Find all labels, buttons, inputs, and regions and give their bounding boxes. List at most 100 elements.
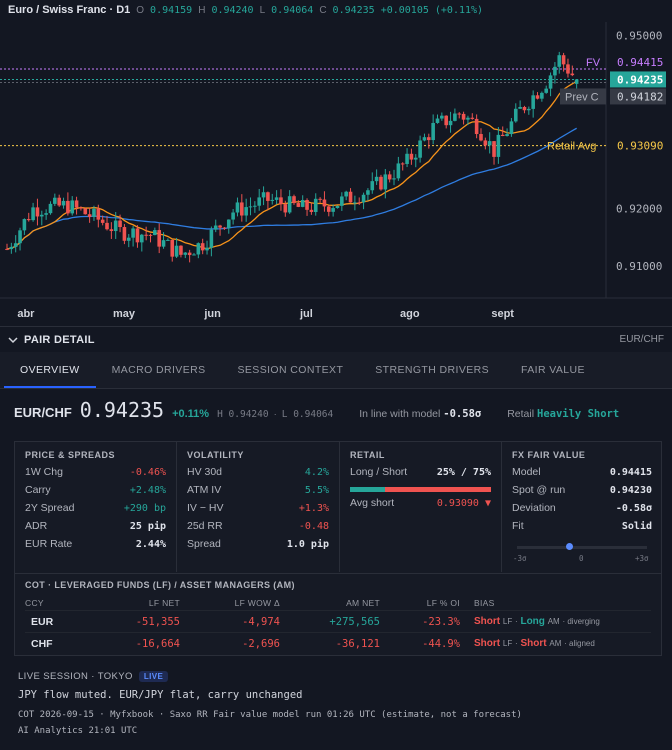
tab-session-context[interactable]: SESSION CONTEXT bbox=[237, 364, 344, 376]
candle-body bbox=[226, 219, 231, 229]
close-label: C bbox=[319, 4, 327, 16]
live-session: LIVE SESSION · TOKYO LIVE bbox=[18, 671, 169, 682]
candle-body bbox=[57, 197, 61, 206]
cot-col-lf-net: LF NET bbox=[148, 598, 180, 608]
retail-title: RETAIL bbox=[350, 450, 385, 460]
avg-short-value: 0.93090 ▼ bbox=[436, 497, 491, 509]
tab-macro-drivers[interactable]: MACRO DRIVERS bbox=[111, 364, 206, 376]
candle-body bbox=[453, 113, 457, 121]
open-label: O bbox=[136, 4, 145, 16]
retail-card: RETAIL Long / Short 25% / 75% Avg short 0.… bbox=[340, 442, 501, 572]
column-divider bbox=[501, 442, 502, 572]
candle-body bbox=[192, 254, 196, 256]
stat-value: +290 bp bbox=[123, 502, 166, 514]
stat-label: ADR bbox=[25, 520, 48, 532]
candle-body bbox=[431, 122, 435, 141]
candle-body bbox=[179, 245, 183, 255]
candle-body bbox=[266, 192, 270, 201]
candle-body bbox=[66, 200, 70, 214]
candle-body bbox=[9, 246, 14, 250]
candle-body bbox=[118, 220, 122, 228]
column-divider bbox=[339, 442, 340, 572]
candle-body bbox=[557, 55, 562, 67]
candle-body bbox=[474, 118, 479, 135]
candle-body bbox=[544, 88, 549, 93]
candle-body bbox=[170, 239, 175, 257]
volatility-title: VOLATILITY bbox=[187, 450, 244, 460]
chevron-down-icon[interactable] bbox=[8, 335, 18, 345]
detail-tabs: OVERVIEW MACRO DRIVERS SESSION CONTEXT S… bbox=[0, 352, 672, 389]
candlestick-chart[interactable]: 0.95000 0.92000 0.91000 abr may jun jul ago sept… bbox=[0, 0, 672, 326]
fv-price-label: 0.94415 bbox=[617, 56, 663, 69]
candle-body bbox=[100, 219, 105, 223]
long-segment bbox=[350, 487, 386, 492]
deviation-marker bbox=[565, 543, 573, 550]
stat-value: 2.44% bbox=[135, 538, 166, 550]
candle-body bbox=[379, 176, 383, 190]
stat-value: +1.3% bbox=[298, 502, 329, 514]
candle-body bbox=[309, 209, 314, 212]
tab-overview[interactable]: OVERVIEW bbox=[4, 352, 96, 388]
candle-body bbox=[261, 192, 266, 198]
candle-body bbox=[348, 191, 353, 203]
candle-body bbox=[244, 207, 248, 216]
axis-min-label: -3σ bbox=[513, 554, 527, 563]
cot-lf-net: -51,355 bbox=[135, 615, 180, 628]
candle-body bbox=[518, 106, 522, 109]
candle-body bbox=[531, 95, 535, 109]
candle-body bbox=[574, 79, 579, 84]
candle-body bbox=[196, 243, 201, 255]
fair-value-title: FX FAIR VALUE bbox=[512, 450, 586, 460]
candle-body bbox=[131, 228, 135, 238]
candle-body bbox=[279, 197, 283, 205]
bias-lf: Short bbox=[474, 638, 501, 649]
candle-body bbox=[135, 228, 140, 243]
tab-fair-value[interactable]: FAIR VALUE bbox=[521, 364, 585, 376]
candle-body bbox=[31, 207, 35, 221]
candle-body bbox=[561, 55, 566, 65]
candle-body bbox=[166, 239, 170, 241]
price-chart[interactable]: 0.95000 0.92000 0.91000 abr may jun jul ago sept… bbox=[0, 0, 672, 326]
candle-body bbox=[461, 113, 466, 120]
candle-body bbox=[209, 229, 214, 248]
quote-change: +0.11% bbox=[172, 408, 210, 420]
candle-body bbox=[366, 190, 370, 195]
candle-body bbox=[144, 234, 148, 236]
candle-body bbox=[13, 243, 18, 247]
last-price-label: 0.94235 bbox=[617, 73, 663, 86]
stat-label: ATM IV bbox=[187, 484, 222, 496]
stat-label: IV − HV bbox=[187, 502, 224, 514]
candle-body bbox=[487, 141, 492, 146]
candle-body bbox=[205, 247, 209, 251]
candle-body bbox=[218, 225, 222, 228]
candle-body bbox=[274, 197, 279, 200]
cot-lf-oi: -44.9% bbox=[422, 637, 460, 650]
candle-body bbox=[374, 176, 379, 182]
candle-body bbox=[231, 212, 235, 220]
candle-body bbox=[183, 252, 188, 255]
candle-body bbox=[148, 234, 153, 236]
live-session-message: JPY flow muted. EUR/JPY flat, carry unch… bbox=[18, 689, 303, 701]
candle-body bbox=[5, 248, 9, 250]
pair-detail-header[interactable]: PAIR DETAIL EUR/CHF bbox=[0, 326, 672, 352]
live-badge: LIVE bbox=[138, 671, 169, 682]
long-short-bar bbox=[350, 487, 491, 492]
cot-table: CCY LF NET LF WOW Δ AM NET LF % OI BIAS … bbox=[25, 596, 651, 654]
candle-body bbox=[248, 206, 253, 208]
candle-body bbox=[353, 202, 357, 204]
symbol-title: Euro / Swiss Franc · D1 bbox=[8, 4, 131, 16]
high-value: 0.94240 bbox=[211, 4, 254, 16]
fv-label: FV bbox=[586, 57, 601, 69]
candle-body bbox=[153, 230, 157, 236]
high-label: H bbox=[198, 4, 206, 16]
cot-col-am-net: AM NET bbox=[346, 598, 380, 608]
cot-am-net: -36,121 bbox=[335, 637, 380, 650]
stat-value: 5.5% bbox=[304, 484, 329, 496]
stat-value: +2.48% bbox=[129, 484, 166, 496]
tab-strength-drivers[interactable]: STRENGTH DRIVERS bbox=[375, 364, 490, 376]
candle-body bbox=[26, 219, 31, 221]
candle-body bbox=[505, 134, 509, 136]
cot-ccy: CHF bbox=[31, 637, 53, 650]
slow-ma-line bbox=[6, 127, 577, 250]
bias-dot: · bbox=[515, 617, 518, 626]
